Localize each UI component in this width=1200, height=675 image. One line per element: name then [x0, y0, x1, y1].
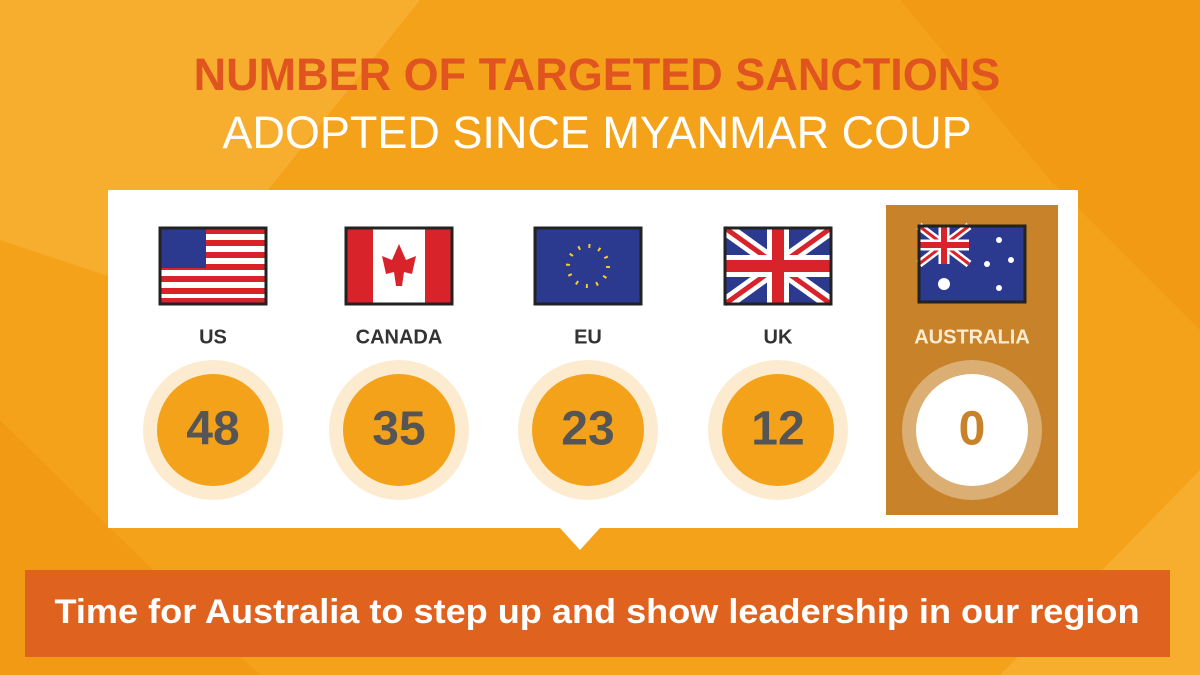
country-name: UK	[764, 326, 793, 348]
flag-uk	[720, 222, 836, 310]
title: NUMBER OF TARGETED SANCTIONS	[194, 49, 1001, 100]
value-circle	[343, 374, 455, 486]
bg-shape	[0, 0, 420, 300]
value: 0	[959, 403, 986, 456]
value: 48	[186, 403, 239, 456]
value: 35	[372, 403, 425, 456]
bg-shape	[900, 0, 1200, 330]
value-circle	[157, 374, 269, 486]
flag-us	[158, 226, 268, 306]
value: 23	[561, 403, 614, 456]
flag-australia	[916, 222, 1027, 304]
banner-text: Time for Australia to step up and show l…	[55, 593, 1140, 631]
flag-canada	[344, 226, 454, 306]
value-circle	[722, 374, 834, 486]
flags	[158, 222, 1027, 310]
country-name: CANADA	[356, 326, 443, 348]
country-name: AUSTRALIA	[914, 326, 1030, 348]
flag-eu	[533, 226, 643, 306]
value: 12	[751, 403, 804, 456]
banner	[25, 570, 1170, 657]
country-name: US	[199, 326, 227, 348]
country-name: EU	[574, 326, 602, 348]
value-circle	[532, 374, 644, 486]
subtitle: ADOPTED SINCE MYANMAR COUP	[222, 107, 971, 158]
value-circle	[916, 374, 1028, 486]
